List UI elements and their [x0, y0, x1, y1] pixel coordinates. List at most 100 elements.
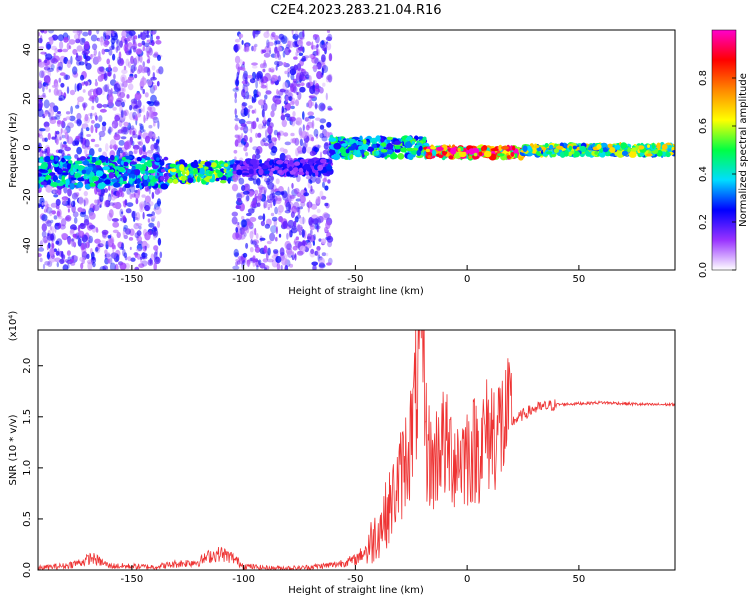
heatmap-noise-cell — [154, 188, 161, 195]
heatmap-noise-cell — [109, 45, 116, 51]
heatmap-band-cell — [509, 145, 514, 151]
heatmap-band-cell — [438, 154, 444, 158]
heatmap-noise-cell — [51, 136, 56, 140]
heatmap-noise-cell — [312, 264, 317, 270]
heatmap-noise-cell — [56, 261, 59, 268]
heatmap-noise-cell — [292, 111, 296, 117]
heatmap-band-cell — [107, 169, 115, 173]
heatmap-noise-cell — [249, 136, 253, 143]
heatmap-band-cell — [160, 169, 166, 173]
heatmap-noise-cell — [102, 265, 108, 270]
heatmap-band-cell — [317, 164, 324, 171]
heatmap-noise-cell — [306, 236, 311, 240]
heatmap-noise-cell — [302, 142, 307, 151]
heatmap-noise-cell — [72, 241, 76, 247]
heatmap-band-cell — [40, 164, 48, 170]
heatmap-noise-cell — [258, 186, 266, 190]
heatmap-band-cell — [38, 183, 41, 189]
heatmap-noise-cell — [63, 74, 71, 80]
heatmap-noise-cell — [232, 87, 240, 92]
heatmap-noise-cell — [141, 194, 146, 198]
heatmap-noise-cell — [327, 107, 333, 111]
heatmap-noise-cell — [315, 177, 321, 184]
heatmap-noise-cell — [144, 231, 151, 241]
heatmap-noise-cell — [76, 118, 79, 125]
heatmap-band-cell — [269, 160, 273, 166]
heatmap-noise-cell — [326, 262, 332, 266]
heatmap-noise-cell — [146, 79, 153, 86]
heatmap-noise-cell — [48, 112, 51, 118]
heatmap-noise-cell — [274, 95, 281, 99]
heatmap-noise-cell — [96, 243, 101, 250]
heatmap-noise-cell — [134, 114, 138, 121]
colorbar-tick-label: 0.4 — [698, 166, 709, 182]
heatmap-noise-cell — [278, 134, 281, 141]
heatmap-noise-cell — [62, 264, 69, 270]
heatmap-noise-cell — [293, 220, 297, 228]
heatmap-noise-cell — [66, 86, 70, 94]
heatmap-noise-cell — [105, 240, 109, 250]
colorbar: 0.0 0.2 0.4 0.6 0.8 Normalized spectral ampl… — [698, 29, 749, 278]
heatmap-noise-cell — [247, 226, 254, 230]
heatmap-noise-cell — [99, 194, 104, 203]
heatmap-band-cell — [61, 172, 69, 176]
heatmap-noise-cell — [44, 148, 48, 152]
heatmap-noise-cell — [261, 76, 269, 84]
heatmap-noise-cell — [83, 199, 86, 207]
heatmap-band-cell — [303, 163, 311, 170]
heatmap-noise-cell — [57, 215, 63, 220]
heatmap-noise-cell — [262, 137, 267, 143]
heatmap-noise-cell — [283, 148, 288, 154]
x-tick-label: -50 — [347, 574, 363, 585]
heatmap-noise-cell — [263, 52, 271, 58]
heatmap-noise-cell — [157, 198, 161, 207]
heatmap-noise-cell — [104, 249, 108, 255]
heatmap-noise-cell — [80, 262, 84, 270]
heatmap-noise-cell — [48, 88, 51, 93]
heatmap-band-cell — [345, 148, 350, 154]
heatmap-band-cell — [261, 164, 269, 170]
heatmap-noise-cell — [127, 256, 132, 262]
heatmap-noise-cell — [150, 112, 155, 120]
y-tick-label: -40 — [22, 237, 33, 253]
heatmap-band-cell — [264, 170, 270, 175]
heatmap-band-cell — [297, 171, 305, 176]
heatmap-noise-cell — [57, 49, 63, 53]
heatmap-band-cell — [208, 170, 214, 175]
heatmap-noise-cell — [148, 47, 153, 56]
heatmap-noise-cell — [327, 33, 333, 42]
heatmap-noise-cell — [74, 83, 77, 92]
heatmap-noise-cell — [80, 74, 85, 81]
heatmap-noise-cell — [234, 98, 237, 104]
y-tick-label: 1.0 — [22, 460, 33, 476]
heatmap-noise-cell — [232, 173, 239, 183]
heatmap-noise-cell — [145, 151, 148, 156]
heatmap-noise-cell — [272, 198, 276, 207]
heatmap-noise-cell — [76, 45, 83, 52]
heatmap-noise-cell — [245, 91, 250, 100]
heatmap-noise-cell — [270, 69, 274, 73]
heatmap-noise-cell — [299, 36, 305, 40]
heatmap-noise-cell — [326, 235, 334, 243]
heatmap-band-cell — [167, 178, 174, 184]
heatmap-noise-cell — [56, 120, 63, 125]
heatmap-noise-cell — [128, 237, 134, 241]
heatmap-noise-cell — [57, 62, 61, 67]
heatmap-noise-cell — [277, 75, 281, 82]
heatmap-noise-cell — [85, 81, 88, 87]
heatmap-noise-cell — [44, 261, 51, 266]
heatmap-noise-cell — [141, 260, 148, 267]
heatmap-noise-cell — [293, 86, 298, 94]
heatmap-noise-cell — [85, 55, 91, 62]
heatmap-noise-cell — [78, 61, 85, 66]
heatmap-band-cell — [333, 142, 342, 150]
heatmap-noise-cell — [148, 124, 153, 129]
y-tick-label: 40 — [22, 43, 33, 56]
heatmap-band-cell — [77, 177, 85, 182]
heatmap-band-cell — [193, 159, 199, 167]
heatmap-noise-cell — [280, 265, 283, 270]
heatmap-noise-cell — [67, 199, 70, 205]
heatmap-noise-cell — [46, 233, 54, 241]
heatmap-noise-cell — [87, 90, 92, 97]
heatmap-noise-cell — [315, 133, 319, 139]
